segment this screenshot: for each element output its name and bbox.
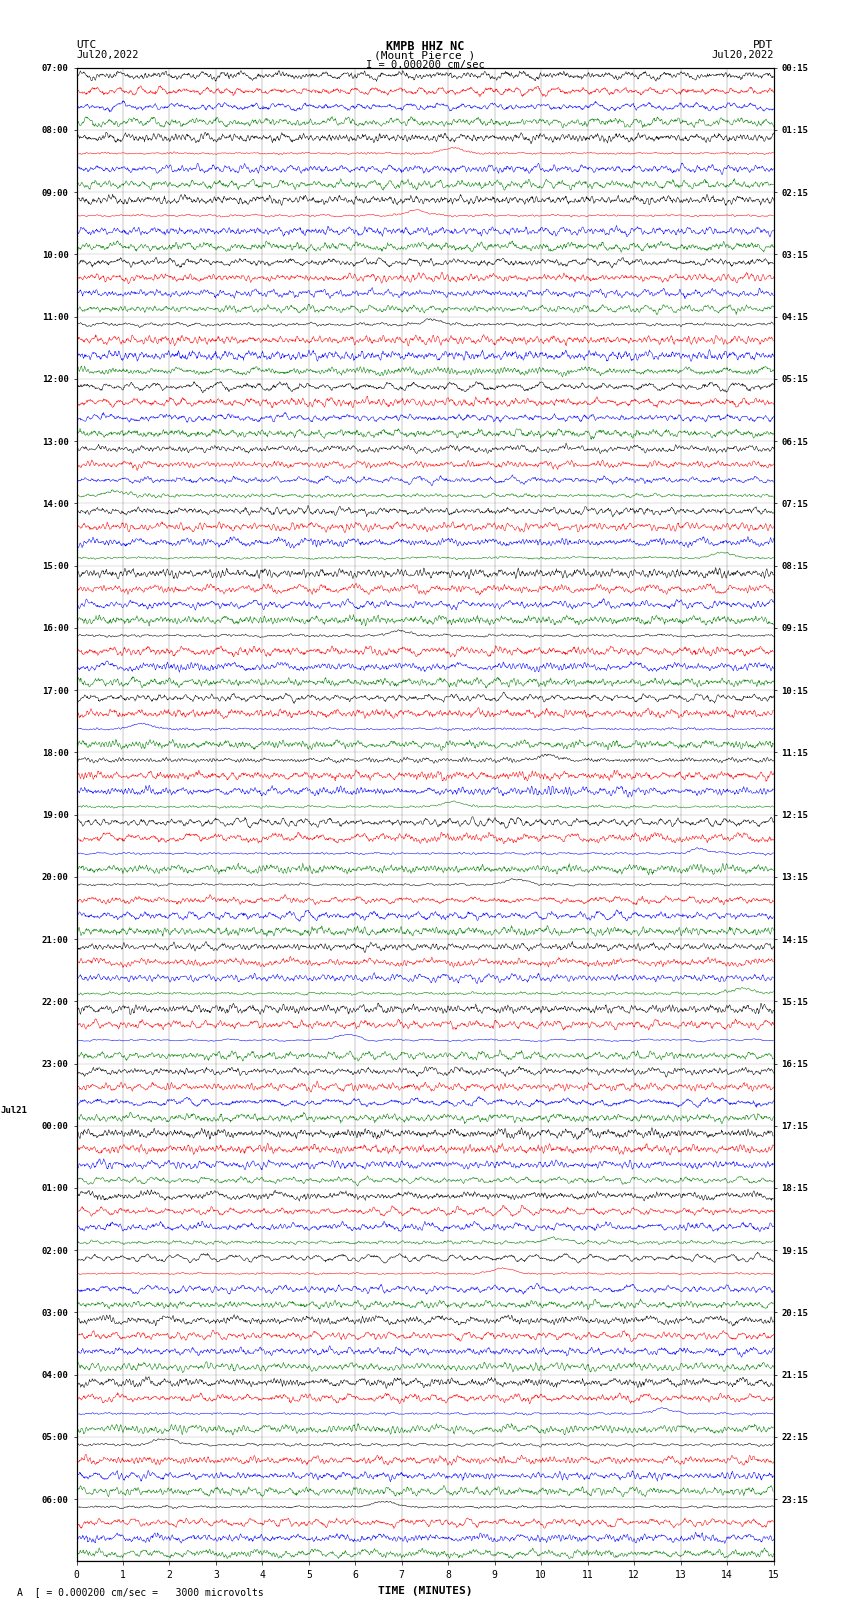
Text: (Mount Pierce ): (Mount Pierce ) [374,50,476,60]
Text: Jul21: Jul21 [0,1105,27,1115]
Text: A  [ = 0.000200 cm/sec =   3000 microvolts: A [ = 0.000200 cm/sec = 3000 microvolts [17,1587,264,1597]
X-axis label: TIME (MINUTES): TIME (MINUTES) [377,1586,473,1595]
Text: Jul20,2022: Jul20,2022 [76,50,139,60]
Text: I = 0.000200 cm/sec: I = 0.000200 cm/sec [366,60,484,69]
Text: Jul20,2022: Jul20,2022 [711,50,774,60]
Text: UTC: UTC [76,40,97,50]
Text: PDT: PDT [753,40,774,50]
Text: KMPB HHZ NC: KMPB HHZ NC [386,40,464,53]
